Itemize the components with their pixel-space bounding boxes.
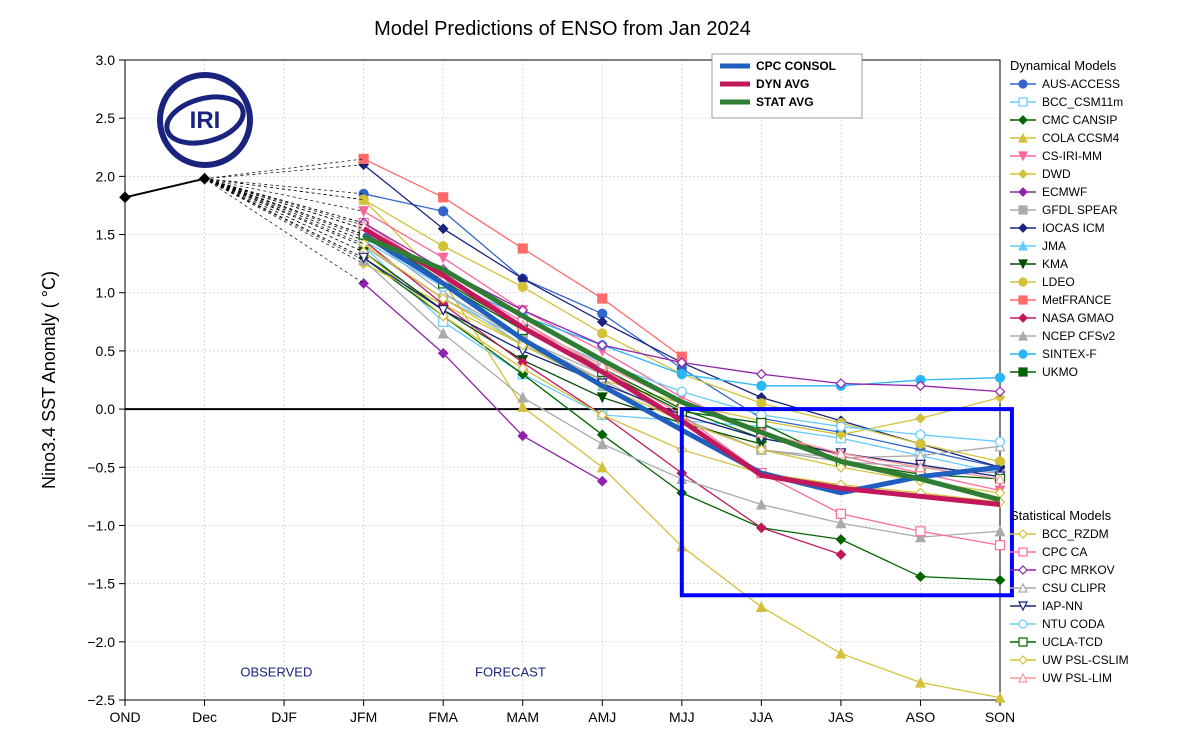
y-tick-label: −1.5 (87, 576, 115, 592)
legend-item: DWD (1042, 167, 1071, 181)
legend-item: IOCAS ICM (1042, 221, 1105, 235)
y-tick-label: −0.5 (87, 459, 115, 475)
x-tick-label: ASO (906, 709, 936, 725)
legend-item: DYN AVG (756, 77, 809, 91)
x-tick-label: MJJ (669, 709, 695, 725)
legend-item: BCC_RZDM (1042, 527, 1109, 541)
y-tick-label: −2.0 (87, 634, 115, 650)
x-tick-label: Dec (192, 709, 217, 725)
legend-item: COLA CCSM4 (1042, 131, 1120, 145)
observed-label: OBSERVED (240, 665, 312, 680)
y-tick-label: 0.5 (96, 343, 116, 359)
y-tick-label: 2.0 (96, 168, 116, 184)
legend-item: GFDL SPEAR (1042, 203, 1118, 217)
legend-title: Statistical Models (1010, 508, 1112, 523)
x-tick-label: FMA (428, 709, 458, 725)
y-tick-label: 3.0 (96, 52, 116, 68)
legend-item: LDEO (1042, 275, 1075, 289)
y-tick-label: 0.0 (96, 401, 116, 417)
x-tick-label: AMJ (588, 709, 616, 725)
x-tick-label: DJF (271, 709, 297, 725)
legend-item: CPC CA (1042, 545, 1087, 559)
legend-item: NASA GMAO (1042, 311, 1114, 325)
avgs-legend: CPC CONSOL DYN AVG STAT AVG (712, 54, 862, 118)
x-tick-label: JJA (750, 709, 774, 725)
x-tick-label: MAM (506, 709, 539, 725)
y-tick-label: 2.5 (96, 110, 116, 126)
legend-item: CS-IRI-MM (1042, 149, 1102, 163)
x-tick-label: OND (109, 709, 140, 725)
y-tick-label: 1.0 (96, 285, 116, 301)
legend-item: UCLA-TCD (1042, 635, 1103, 649)
forecast-label: FORECAST (475, 665, 546, 680)
x-tick-label: JAS (828, 709, 854, 725)
legend-item: JMA (1042, 239, 1066, 253)
legend-item: SINTEX-F (1042, 347, 1097, 361)
legend-item: CPC MRKOV (1042, 563, 1115, 577)
chart-container: Model Predictions of ENSO from Jan 2024 O… (0, 0, 1202, 743)
legend-title: Dynamical Models (1010, 58, 1117, 73)
y-tick-label: −1.0 (87, 517, 115, 533)
legend-item: CSU CLIPR (1042, 581, 1106, 595)
legend-item: UW PSL-CSLIM (1042, 653, 1129, 667)
legend-item: STAT AVG (756, 95, 814, 109)
x-tick-label: SON (985, 709, 1015, 725)
legend-item: CMC CANSIP (1042, 113, 1117, 127)
legend-item: UW PSL-LIM (1042, 671, 1112, 685)
y-axis-label: Nino3.4 SST Anomaly ( °C) (39, 271, 59, 489)
chart-title: Model Predictions of ENSO from Jan 2024 (374, 18, 751, 40)
legend-item: NCEP CFSv2 (1042, 329, 1115, 343)
iri-logo: IRI (160, 75, 250, 165)
legend-item: CPC CONSOL (756, 59, 836, 73)
y-tick-label: 1.5 (96, 227, 116, 243)
legend-item: MetFRANCE (1042, 293, 1111, 307)
enso-chart-svg: Model Predictions of ENSO from Jan 2024 O… (0, 0, 1202, 743)
legend-item: KMA (1042, 257, 1068, 271)
svg-text:IRI: IRI (190, 107, 221, 134)
legend-item: NTU CODA (1042, 617, 1105, 631)
legend-item: ECMWF (1042, 185, 1087, 199)
x-tick-label: JFM (350, 709, 377, 725)
y-tick-label: −2.5 (87, 692, 115, 708)
legend-item: UKMO (1042, 365, 1078, 379)
legend-item: AUS-ACCESS (1042, 77, 1120, 91)
legend-item: IAP-NN (1042, 599, 1083, 613)
legend-item: BCC_CSM11m (1042, 95, 1123, 109)
